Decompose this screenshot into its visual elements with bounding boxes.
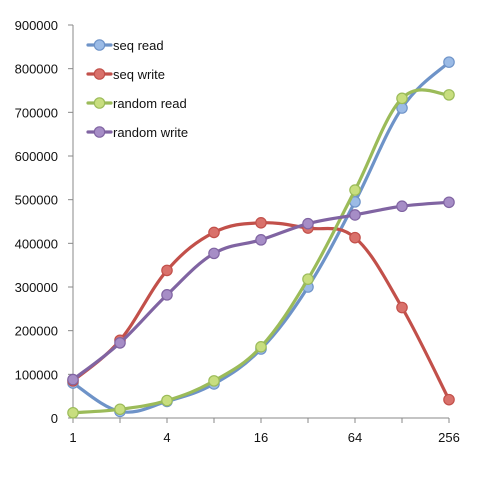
data-point-random-read — [302, 273, 314, 285]
data-point-random-write — [67, 373, 79, 386]
legend-item-random-read: random read — [86, 96, 187, 111]
data-point-random-write — [161, 289, 173, 301]
data-point-random-read — [396, 92, 408, 105]
legend-marker — [93, 39, 106, 51]
legend-item-seq-write: seq write — [86, 67, 165, 82]
series-line-seq-write — [71, 221, 451, 402]
legend-item-random-write: random write — [86, 125, 188, 140]
data-point-random-write — [114, 337, 126, 349]
y-axis-ticks: 0 100000 200000 300000 400000 500000 600000 700… — [15, 18, 73, 426]
data-point-seq-write — [255, 217, 267, 229]
data-point-random-write — [255, 234, 267, 246]
data-point-random-write — [302, 217, 314, 230]
data-point-random-write — [208, 247, 220, 260]
x-tick-label: 256 — [438, 430, 460, 445]
x-tick-label: 4 — [163, 430, 170, 445]
series-layer — [67, 56, 455, 419]
series-random-read — [67, 88, 455, 419]
y-tick-label: 100000 — [15, 367, 58, 382]
legend-marker — [93, 68, 106, 80]
y-tick-label: 200000 — [15, 324, 58, 339]
data-point-random-read — [255, 341, 267, 353]
legend-label: seq read — [113, 38, 164, 53]
y-tick-label: 500000 — [15, 193, 58, 208]
data-point-random-read — [349, 184, 361, 196]
x-tick-label: 16 — [254, 430, 268, 445]
y-tick-label: 800000 — [15, 62, 58, 77]
legend-marker — [93, 126, 106, 138]
data-point-seq-write — [443, 393, 455, 406]
y-tick-label: 900000 — [15, 18, 58, 33]
series-line-seq-read — [71, 60, 451, 414]
data-point-seq-write — [396, 301, 408, 314]
data-point-seq-write — [208, 226, 220, 239]
data-point-seq-read — [443, 56, 455, 68]
x-tick-label: 64 — [348, 430, 362, 445]
legend-item-seq-read: seq read — [86, 38, 164, 53]
data-point-random-read — [161, 394, 173, 407]
data-point-seq-write — [161, 264, 173, 277]
y-tick-label: 600000 — [15, 149, 58, 164]
data-point-random-read — [443, 89, 455, 101]
data-point-random-write — [443, 196, 455, 209]
y-tick-label: 700000 — [15, 105, 58, 120]
x-axis-ticks: 1 4 16 64 256 — [69, 418, 460, 445]
data-point-random-write — [396, 200, 408, 213]
data-point-seq-write — [349, 231, 361, 244]
y-tick-label: 400000 — [15, 236, 58, 251]
x-tick-label: 1 — [69, 430, 76, 445]
legend-label: random write — [113, 125, 188, 140]
series-line-random-read — [71, 88, 451, 415]
legend-marker — [93, 97, 106, 109]
y-tick-label: 300000 — [15, 280, 58, 295]
series-random-write — [67, 196, 455, 386]
y-tick-label: 0 — [51, 411, 58, 426]
series-seq-write — [67, 217, 455, 406]
data-point-random-write — [349, 209, 361, 221]
legend: seq read seq write random read random write — [86, 38, 188, 140]
data-point-random-read — [67, 406, 79, 419]
legend-label: seq write — [113, 67, 165, 82]
data-point-random-read — [114, 403, 126, 416]
legend-label: random read — [113, 96, 187, 111]
data-point-random-read — [208, 375, 220, 387]
